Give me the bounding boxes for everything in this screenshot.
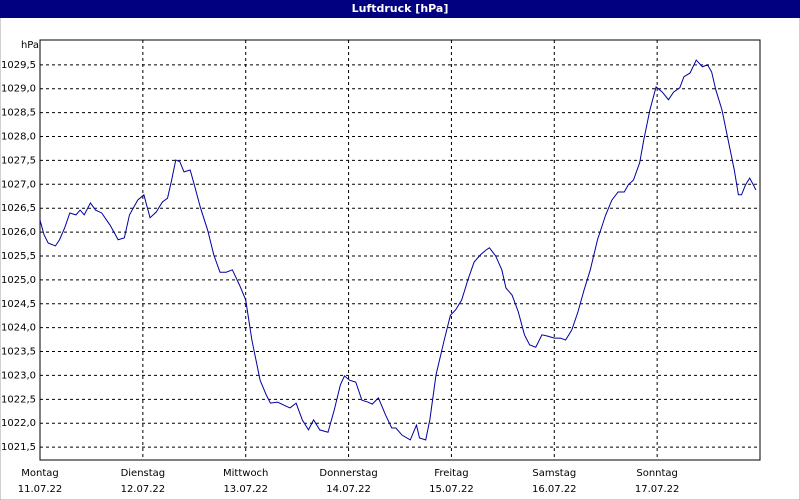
y-tick-label: 1022,5 (1, 394, 36, 405)
x-tick-label: Sonntag (636, 468, 678, 479)
x-tick-label: Dienstag (121, 468, 166, 479)
x-tick-date: 15.07.22 (429, 484, 474, 495)
chart-title: Luftdruck [hPa] (352, 2, 449, 15)
y-tick-label: 1024,5 (1, 299, 36, 310)
y-tick-label: 1023,5 (1, 347, 36, 358)
y-tick-label: 1027,5 (1, 155, 36, 166)
y-tick-label: 1028,0 (1, 132, 36, 143)
x-tick-date: 12.07.22 (121, 484, 166, 495)
x-tick-label: Donnerstag (319, 468, 377, 479)
y-tick-label: 1024,0 (1, 323, 36, 334)
x-tick-label: Freitag (434, 468, 468, 479)
title-bar (0, 0, 800, 18)
y-tick-label: 1026,5 (1, 203, 36, 214)
y-axis-label: hPa (21, 40, 39, 51)
y-tick-label: 1026,0 (1, 227, 36, 238)
x-tick-label: Mittwoch (223, 468, 268, 479)
x-tick-date: 14.07.22 (326, 484, 371, 495)
x-tick-date: 17.07.22 (635, 484, 680, 495)
line-series (39, 59, 757, 441)
y-tick-label: 1023,0 (1, 370, 36, 381)
y-tick-label: 1027,0 (1, 179, 36, 190)
y-tick-label: 1022,0 (1, 418, 36, 429)
x-tick-date: 16.07.22 (532, 484, 577, 495)
x-tick-label: Samstag (532, 468, 576, 479)
x-tick-date: 11.07.22 (18, 484, 63, 495)
y-tick-label: 1021,5 (1, 442, 36, 453)
y-tick-label: 1025,5 (1, 251, 36, 262)
y-tick-label: 1025,0 (1, 275, 36, 286)
y-tick-label: 1028,5 (1, 108, 36, 119)
y-tick-label: 1029,0 (1, 84, 36, 95)
x-tick-label: Montag (21, 468, 58, 479)
x-tick-date: 13.07.22 (223, 484, 268, 495)
y-tick-label: 1029,5 (1, 60, 36, 71)
